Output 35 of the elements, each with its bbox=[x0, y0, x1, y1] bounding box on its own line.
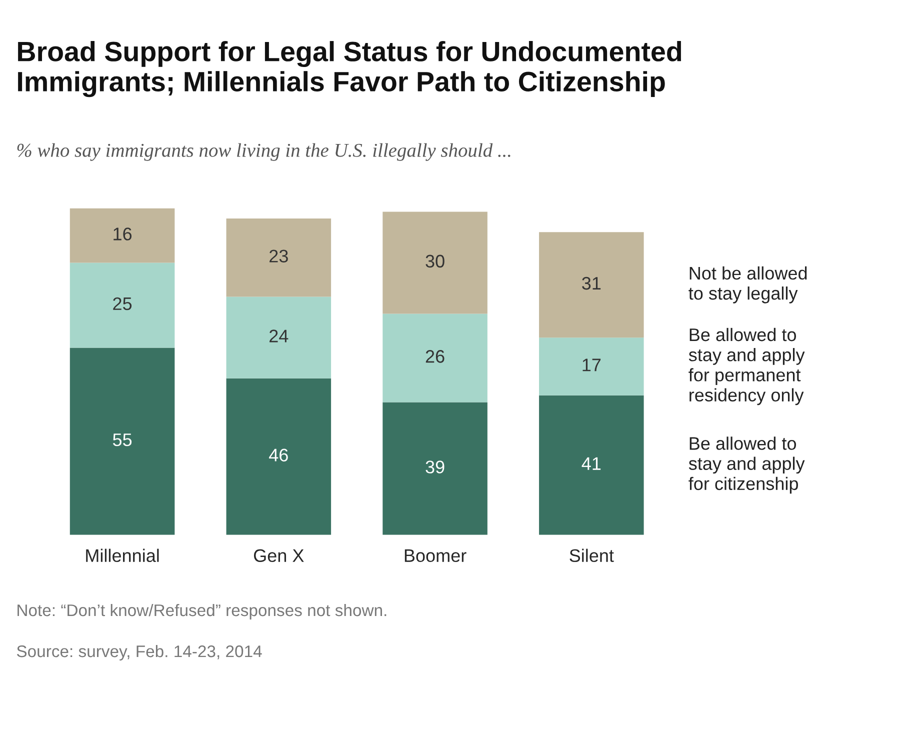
data-label: 30 bbox=[426, 254, 444, 268]
data-label: 26 bbox=[426, 350, 444, 363]
bar bbox=[382, 314, 488, 402]
bar bbox=[70, 262, 175, 348]
text: Be allowed to stay and apply for permanent residency only bbox=[688, 328, 805, 406]
data-label: 17 bbox=[582, 358, 601, 372]
chart-title: Broad Support for Legal Status for Undocumented Immigrants; Millennials Favor Path to Citizenship bbox=[18, 41, 682, 98]
data-label: 25 bbox=[113, 297, 132, 310]
x-tick-label: Millennial bbox=[86, 548, 159, 562]
bar bbox=[226, 296, 332, 378]
bar bbox=[539, 232, 644, 338]
data-label: 41 bbox=[582, 457, 601, 470]
data-label: 39 bbox=[426, 460, 444, 474]
bar bbox=[382, 402, 488, 535]
x-tick-label: Silent bbox=[570, 548, 614, 562]
x-tick-label: Boomer bbox=[404, 549, 466, 562]
data-label: 16 bbox=[114, 228, 132, 240]
bar bbox=[382, 212, 488, 314]
bar bbox=[70, 208, 175, 263]
text: Note: “Don’t know/Refused” responses not shown. bbox=[18, 604, 386, 620]
bar bbox=[539, 395, 644, 535]
text: Be allowed to stay and apply for citizenship bbox=[688, 436, 805, 494]
data-label: 46 bbox=[269, 448, 288, 462]
chart-subtitle: % who say immigrants now living in the U.S. illegally should ... bbox=[17, 143, 510, 161]
data-label: 23 bbox=[270, 250, 288, 262]
bar bbox=[226, 218, 332, 297]
data-label: 24 bbox=[270, 330, 288, 342]
bar bbox=[70, 348, 175, 535]
bar bbox=[539, 338, 644, 396]
data-label: 55 bbox=[112, 434, 132, 446]
data-label: 31 bbox=[582, 276, 601, 290]
x-tick-label: Gen X bbox=[254, 549, 304, 562]
text: Not be allowed to stay legally bbox=[688, 266, 807, 304]
source-note: Source: survey, Feb. 14-23, 2014 bbox=[16, 644, 262, 661]
bar bbox=[226, 378, 332, 535]
